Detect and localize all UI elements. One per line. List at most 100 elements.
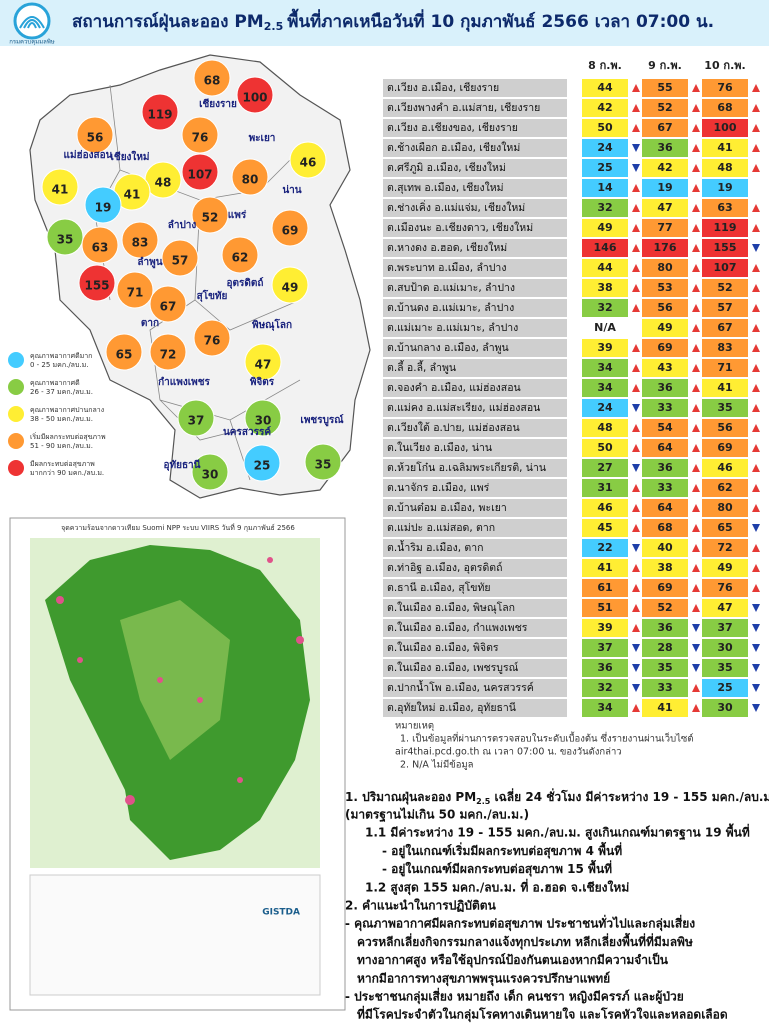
trend-up — [692, 84, 700, 92]
value-cell — [642, 479, 688, 497]
value-cell — [642, 499, 688, 517]
value-cell — [642, 419, 688, 437]
value-text: 146 — [594, 241, 617, 254]
note: 1. เป็นข้อมูลที่ผ่านการตรวจสอบในระดับเบื… — [400, 732, 694, 745]
province-label: น่าน — [282, 184, 301, 196]
value-cell — [642, 599, 688, 617]
summary-line: 2. คำแนะนำในการปฏิบัติตน — [345, 898, 497, 913]
trend-up — [692, 144, 700, 152]
station-name: ต.บ้านต๋อม อ.เมือง, พะเยา — [387, 501, 507, 514]
value-cell — [642, 279, 688, 297]
station-cell — [383, 399, 567, 417]
station-cell — [383, 659, 567, 677]
aqi-value: 57 — [172, 254, 189, 268]
station-cell — [383, 579, 567, 597]
legend-swatch — [8, 379, 24, 395]
legend-range: 26 - 37 มคก./ลบ.ม. — [30, 388, 93, 396]
value-text: 119 — [714, 221, 737, 234]
note: air4thai.pcd.go.th ณ เวลา 07:00 น. ของวั… — [395, 747, 622, 758]
value-cell — [642, 219, 688, 237]
trend-down — [752, 244, 760, 252]
aqi-bubble — [141, 93, 179, 131]
column-header: 9 ก.พ. — [648, 59, 682, 72]
value-cell — [642, 399, 688, 417]
value-cell — [702, 139, 748, 157]
trend-up — [692, 444, 700, 452]
value-cell — [642, 379, 688, 397]
trend-up — [692, 164, 700, 172]
value-text: 69 — [657, 581, 672, 594]
value-text: 52 — [717, 281, 732, 294]
trend-up — [632, 444, 640, 452]
note: 2. N/A ไม่มีข้อมูล — [400, 759, 474, 771]
province-label: เพชรบูรณ์ — [300, 414, 344, 427]
trend-up — [752, 264, 760, 272]
station-cell — [383, 99, 567, 117]
aqi-bubble — [244, 399, 282, 437]
value-text: 49 — [597, 221, 612, 234]
trend-up — [752, 564, 760, 572]
value-cell — [582, 399, 628, 417]
summary-part: เฉลี่ย 24 ชั่วโมง มีค่าระหว่าง 19 - 155 … — [490, 788, 769, 804]
station-cell — [383, 539, 567, 557]
value-cell — [642, 119, 688, 137]
aqi-bubble — [191, 453, 229, 491]
legend-label: เริ่มมีผลกระทบต่อสุขภาพ — [30, 432, 106, 441]
value-text: 64 — [657, 441, 673, 454]
aqi-bubble — [149, 285, 187, 323]
value-text: 35 — [657, 661, 672, 674]
value-text: 38 — [597, 281, 612, 294]
trend-up — [692, 424, 700, 432]
province-label: แพร่ — [228, 209, 247, 221]
value-cell — [642, 659, 688, 677]
trend-down — [632, 544, 640, 552]
aqi-value: 107 — [187, 168, 212, 182]
trend-up — [692, 544, 700, 552]
trend-down — [752, 624, 760, 632]
station-name: ต.นาจักร อ.เมือง, แพร่ — [387, 481, 490, 494]
aqi-bubble — [81, 226, 119, 264]
value-text: 33 — [657, 401, 672, 414]
column-header: 8 ก.พ. — [588, 59, 622, 72]
aqi-bubble — [181, 153, 219, 191]
value-text: 35 — [717, 401, 732, 414]
station-cell — [383, 419, 567, 437]
province-label: เชียงราย — [199, 98, 237, 110]
aqi-bubble — [236, 76, 274, 114]
value-cell — [642, 79, 688, 97]
trend-up — [692, 504, 700, 512]
station-name: ต.ธานี อ.เมือง, สุโขทัย — [387, 581, 491, 594]
trend-up — [692, 404, 700, 412]
value-cell — [702, 379, 748, 397]
station-cell — [383, 379, 567, 397]
aqi-value: 83 — [132, 236, 149, 250]
trend-up — [632, 604, 640, 612]
station-name: ต.อุทัยใหม่ อ.เมือง, อุทัยธานี — [387, 701, 516, 714]
trend-up — [632, 244, 640, 252]
header-band — [0, 0, 769, 46]
value-cell — [582, 299, 628, 317]
trend-up — [752, 424, 760, 432]
value-text: 41 — [597, 561, 612, 574]
trend-up — [632, 624, 640, 632]
trend-down — [632, 464, 640, 472]
value-text: 44 — [597, 81, 613, 94]
aqi-value: 47 — [255, 358, 272, 372]
satellite-legend-box — [29, 874, 321, 996]
value-text: 76 — [717, 81, 733, 94]
value-text: 19 — [657, 181, 672, 194]
station-name: ต.น้ำริม อ.เมือง, ตาก — [387, 540, 483, 554]
trend-down — [632, 404, 640, 412]
page-title: สถานการณ์ฝุ่นละออง PM2.5 พื้นที่ภาคเหนือว… — [72, 8, 714, 33]
station-name: ต.ในเมือง อ.เมือง, เพชรบูรณ์ — [387, 661, 519, 674]
value-text: 49 — [717, 561, 732, 574]
value-text: 25 — [717, 681, 732, 694]
value-cell — [582, 619, 628, 637]
aqi-value: 76 — [204, 334, 221, 348]
value-text: 39 — [597, 621, 612, 634]
summary-part: 1. ปริมาณฝุ่นละออง PM — [345, 790, 476, 805]
aqi-bubble — [231, 158, 269, 196]
value-cell — [582, 419, 628, 437]
value-cell — [582, 199, 628, 217]
